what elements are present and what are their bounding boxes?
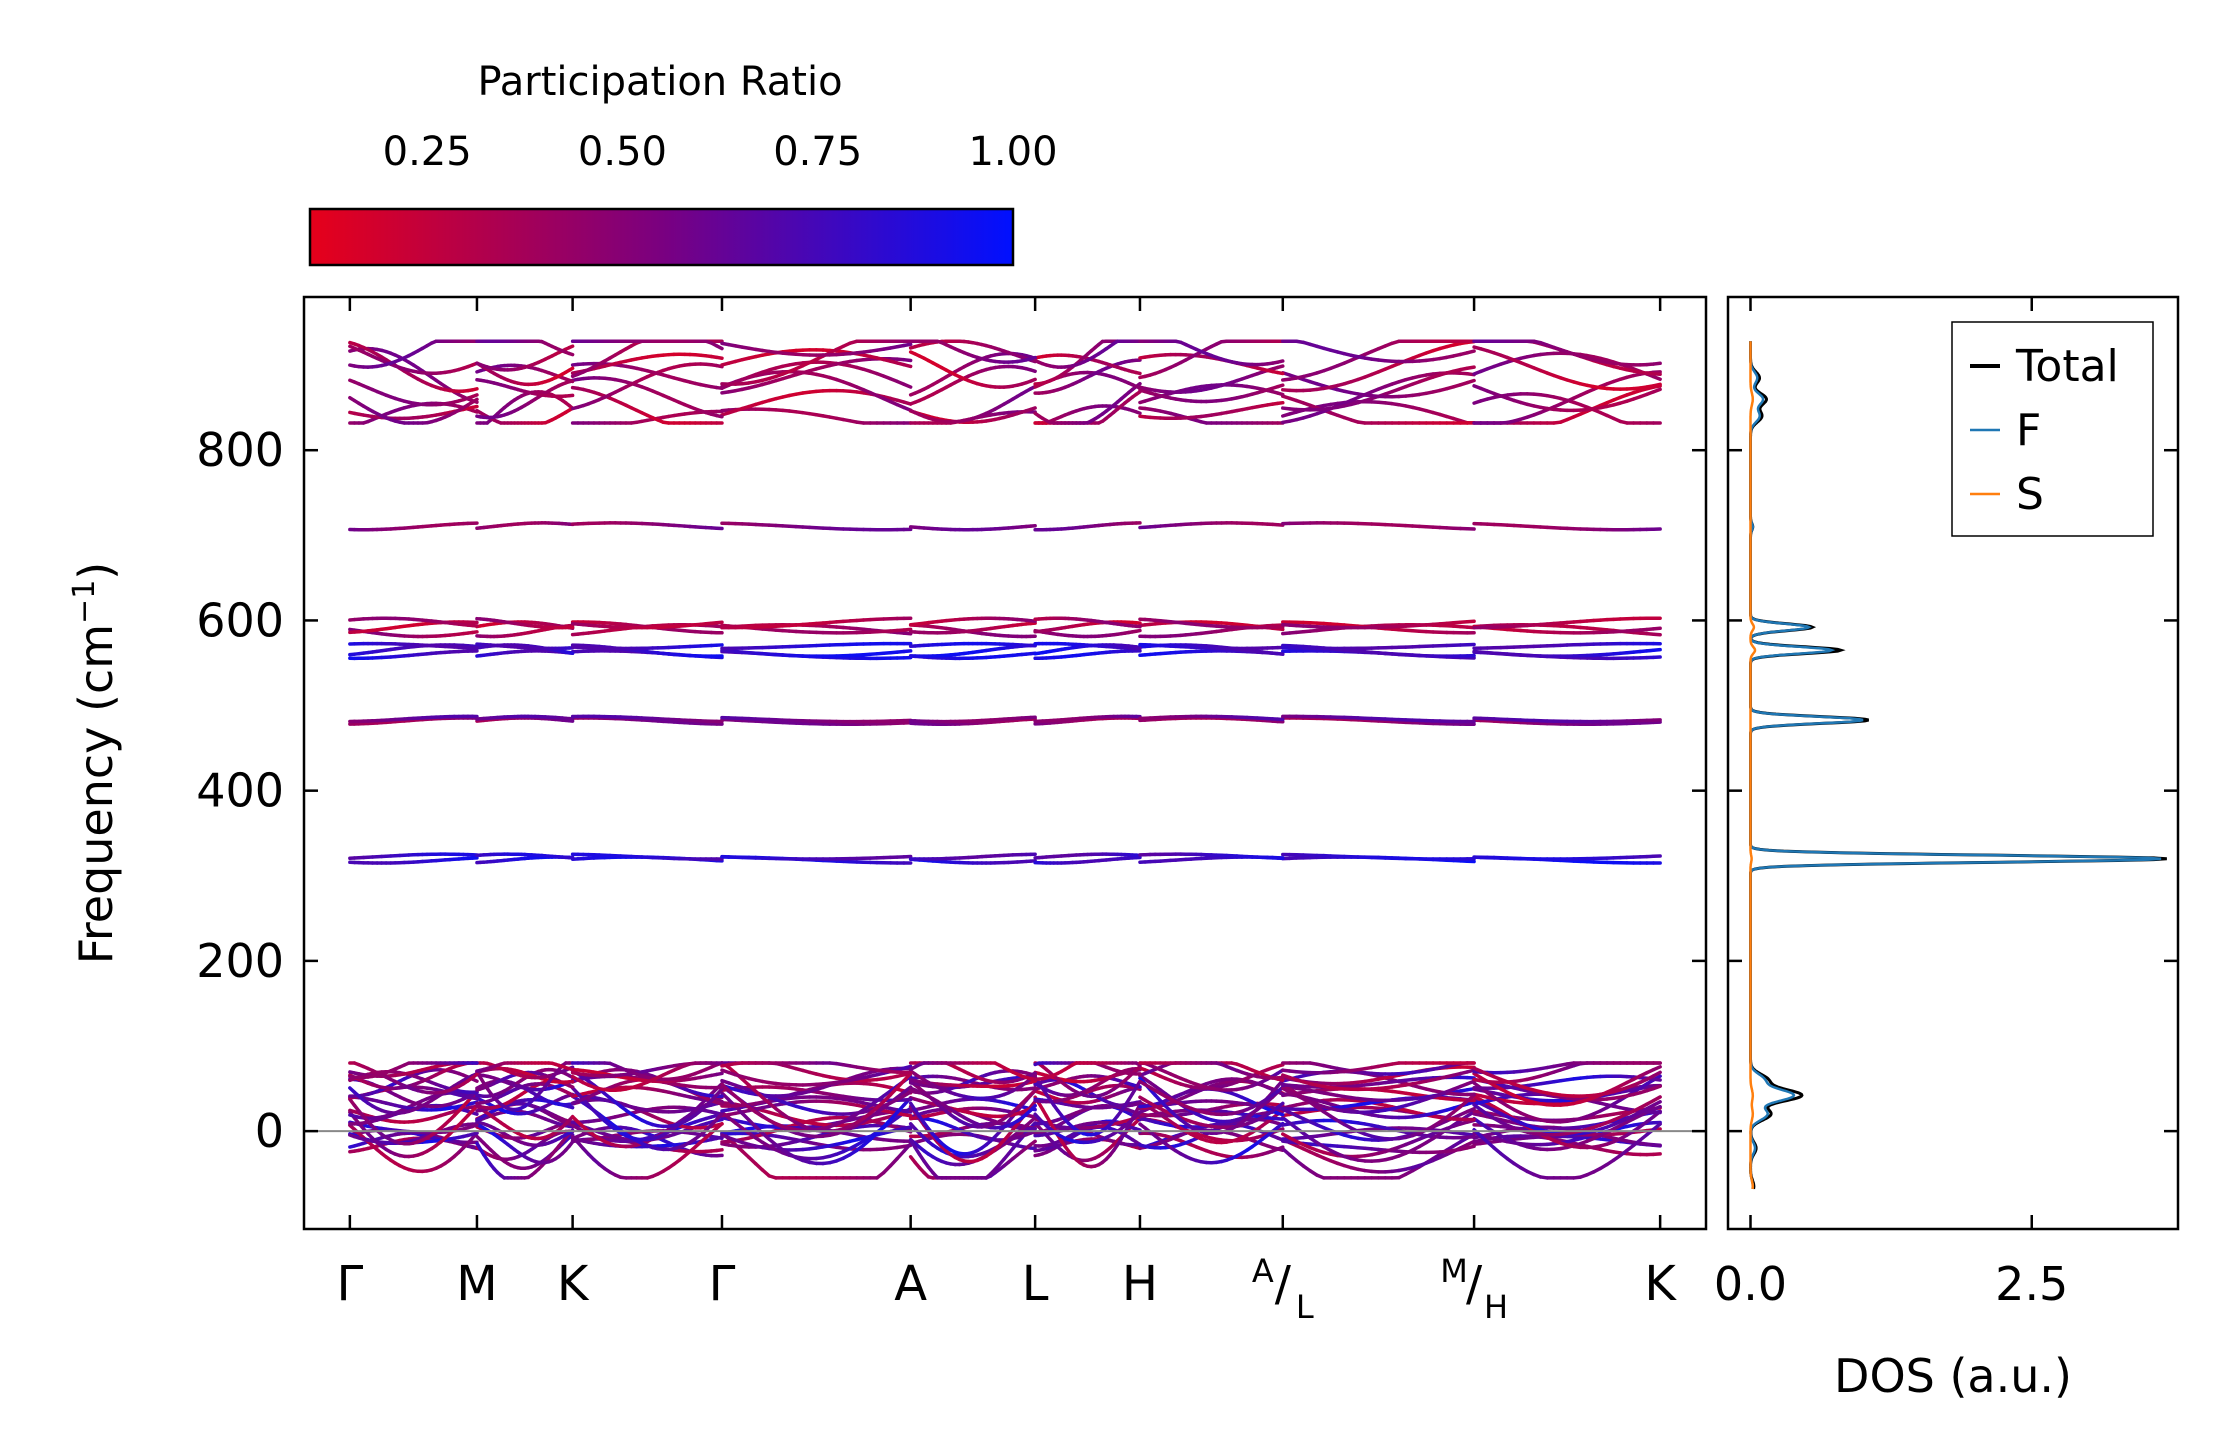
high-band [470, 393, 479, 399]
colorbar-tick-label: 0.50 [578, 129, 667, 175]
high-band [902, 357, 913, 363]
high-band [1465, 349, 1476, 355]
colorbar-gradient [308, 207, 1015, 267]
high-band [714, 385, 724, 391]
high-band [470, 404, 479, 410]
flat-band [1275, 651, 1285, 656]
high-band [714, 355, 724, 361]
high-band [1134, 410, 1142, 415]
high-band [470, 398, 479, 404]
flat-band [1275, 627, 1285, 632]
high-band [714, 363, 724, 369]
high-band [1028, 377, 1037, 383]
high-band [1465, 365, 1476, 370]
high-band [567, 351, 575, 357]
colorbar-tick-label: 0.25 [383, 129, 472, 175]
high-band [1275, 391, 1285, 397]
flat-band [714, 620, 724, 625]
high-band [902, 382, 913, 389]
high-band [567, 344, 575, 350]
flat-band [1651, 626, 1662, 631]
high-band [1651, 374, 1662, 382]
flat-band [902, 649, 913, 654]
flat-band [567, 650, 575, 655]
flat-band [902, 627, 913, 632]
high-band [567, 378, 575, 384]
high-band [902, 362, 913, 369]
high-band [714, 413, 724, 419]
high-band [1465, 378, 1476, 385]
high-band [1275, 364, 1285, 370]
high-band [567, 366, 575, 373]
high-band [1275, 359, 1285, 364]
high-band [1275, 370, 1285, 376]
high-band [1028, 368, 1037, 374]
high-band [1275, 383, 1285, 389]
high-band [1028, 406, 1037, 412]
flat-band [1651, 647, 1662, 653]
high-band [714, 344, 724, 351]
colorbar-tick-label: 1.00 [968, 129, 1057, 175]
colorbar-title: Participation Ratio [477, 59, 842, 105]
high-band [1134, 390, 1142, 397]
colorbar-tick-label: 0.75 [773, 129, 862, 175]
high-band [1275, 400, 1285, 406]
high-band [1028, 355, 1037, 361]
flat-band [1134, 628, 1142, 633]
high-band [1651, 387, 1662, 394]
high-band [1651, 382, 1662, 388]
flat-band [902, 631, 913, 636]
flat-band [470, 630, 479, 635]
colorbar: Participation Ratio 0.25 0.50 0.75 1.00 [308, 59, 1058, 267]
high-band [902, 342, 913, 348]
high-band [470, 387, 479, 392]
high-band [1651, 361, 1662, 366]
high-band [1134, 370, 1142, 376]
